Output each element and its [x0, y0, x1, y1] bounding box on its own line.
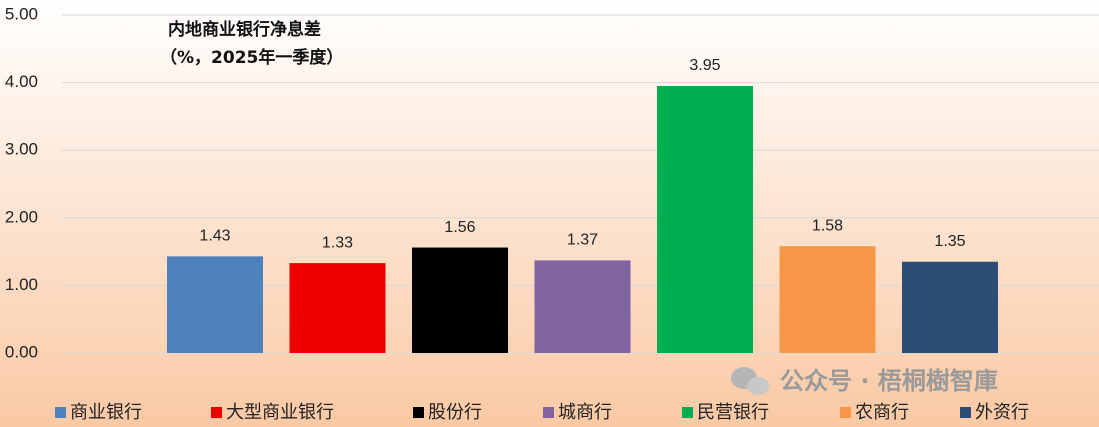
- legend-label: 外资行: [975, 402, 1029, 423]
- value-label: 1.56: [444, 219, 475, 236]
- value-label: 1.33: [322, 234, 353, 251]
- y-tick-label: 2.00: [5, 207, 38, 226]
- legend-swatch: [840, 407, 851, 418]
- legend-swatch: [211, 407, 222, 418]
- value-label: 1.43: [199, 228, 230, 245]
- legend-label: 商业银行: [70, 402, 142, 423]
- watermark: 公众号 · 梧桐樹智庫: [780, 367, 998, 395]
- chart-subtitle: （%，2025年一季度）: [160, 47, 343, 68]
- legend-swatch: [413, 407, 424, 418]
- legend-swatch: [55, 407, 66, 418]
- bar: [779, 246, 876, 353]
- value-label: 1.37: [567, 232, 598, 249]
- legend-label: 民营银行: [697, 402, 769, 423]
- watermark-icon: [731, 367, 769, 395]
- legend-swatch: [543, 407, 554, 418]
- bar: [657, 85, 753, 353]
- value-label: 1.35: [934, 233, 965, 250]
- y-tick-label: 1.00: [5, 275, 38, 294]
- bar: [289, 263, 386, 353]
- y-tick-label: 0.00: [5, 342, 38, 361]
- bar: [534, 260, 631, 353]
- y-tick-label: 4.00: [5, 72, 38, 91]
- value-label: 1.58: [812, 217, 843, 234]
- bar: [902, 261, 998, 353]
- bar: [167, 256, 263, 353]
- legend-swatch: [682, 407, 693, 418]
- value-label: 3.95: [689, 57, 720, 74]
- legend-label: 城商行: [558, 402, 612, 423]
- bar: [412, 247, 508, 353]
- legend-swatch: [960, 407, 971, 418]
- chart-title: 内地商业银行净息差: [168, 19, 321, 40]
- legend-label: 大型商业银行: [226, 402, 334, 423]
- y-tick-label: 3.00: [5, 140, 38, 159]
- legend-label: 股份行: [428, 402, 482, 423]
- y-tick-label: 5.00: [5, 4, 38, 23]
- legend-label: 农商行: [855, 402, 909, 423]
